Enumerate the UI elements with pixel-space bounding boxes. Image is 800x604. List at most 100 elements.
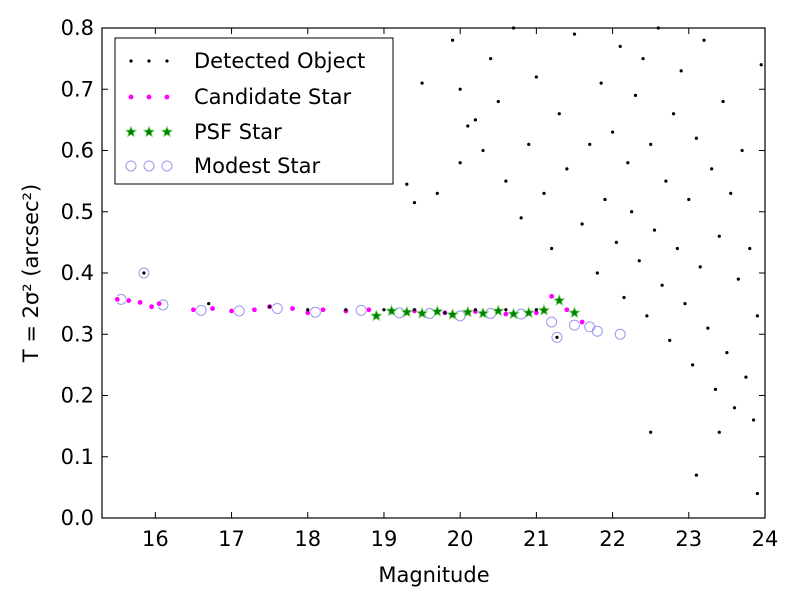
detected-object-point xyxy=(630,210,634,214)
detected-object-point xyxy=(668,338,672,342)
candidate-star-point xyxy=(114,296,121,303)
psf-star-point xyxy=(553,294,566,306)
x-tick-label: 23 xyxy=(675,527,702,551)
modest-star-point xyxy=(568,319,580,331)
detected-object-point xyxy=(687,197,691,202)
detected-object-point xyxy=(527,142,531,146)
candidate-star-point xyxy=(289,305,296,312)
detected-object-point xyxy=(736,277,740,281)
candidate-star-point xyxy=(251,306,258,313)
x-tick-label: 20 xyxy=(447,527,474,551)
candidate-star-point xyxy=(563,306,571,313)
detected-object-point xyxy=(748,246,752,251)
y-tick-label: 0.4 xyxy=(61,261,94,285)
detected-object-point xyxy=(721,99,725,104)
modest-star-point xyxy=(591,325,603,337)
detected-object-point xyxy=(344,308,348,312)
detected-object-point xyxy=(504,308,508,312)
legend-marker-candidate-star xyxy=(145,93,153,101)
series-detected-object xyxy=(142,26,763,496)
detected-object-point xyxy=(679,69,683,73)
psf-star-point xyxy=(537,303,551,316)
detected-object-point xyxy=(268,305,272,309)
modest-star-point xyxy=(546,316,558,328)
y-tick-label: 0.6 xyxy=(61,139,94,163)
x-tick-label: 18 xyxy=(294,527,321,551)
legend-marker-detected-object xyxy=(147,59,151,63)
detected-object-point xyxy=(641,57,645,61)
psf-star-point xyxy=(400,305,414,318)
detected-object-point xyxy=(706,326,710,330)
detected-object-point xyxy=(420,81,424,85)
detected-object-point xyxy=(694,136,699,140)
legend-label-modest-star: Modest Star xyxy=(194,154,320,178)
psf-star-point xyxy=(431,305,444,317)
detected-object-point xyxy=(751,418,756,422)
detected-object-point xyxy=(717,430,721,434)
detected-object-point xyxy=(565,167,569,171)
y-tick-label: 0.8 xyxy=(61,16,94,40)
detected-object-point xyxy=(306,308,310,312)
candidate-star-point xyxy=(125,297,132,304)
detected-object-point xyxy=(142,271,146,275)
detected-object-point xyxy=(504,179,508,183)
detected-object-point xyxy=(759,63,763,67)
detected-object-point xyxy=(732,406,737,410)
detected-object-point xyxy=(443,311,447,315)
candidate-star-point xyxy=(148,303,155,310)
detected-object-point xyxy=(603,197,607,202)
detected-object-point xyxy=(725,351,729,355)
psf-star-point xyxy=(476,306,490,319)
psf-star-point xyxy=(385,304,398,317)
candidate-star-point xyxy=(319,306,327,313)
detected-object-point xyxy=(435,191,439,195)
legend-marker-candidate-star xyxy=(163,93,171,101)
candidate-star-point xyxy=(190,306,197,313)
modest-star-point xyxy=(551,331,563,343)
legend-marker-modest-star xyxy=(143,160,155,172)
y-tick-label: 0.0 xyxy=(61,506,94,530)
detected-object-point xyxy=(557,112,561,116)
detected-object-point xyxy=(649,430,653,434)
detected-object-point xyxy=(519,216,523,220)
detected-object-point xyxy=(755,314,759,318)
detected-object-point xyxy=(489,57,493,61)
detected-object-point xyxy=(717,234,721,238)
detected-object-point xyxy=(473,308,478,312)
detected-object-point xyxy=(458,161,462,165)
detected-object-point xyxy=(702,38,706,42)
detected-object-point xyxy=(637,259,641,263)
detected-object-point xyxy=(481,148,485,153)
detected-object-point xyxy=(694,473,699,477)
candidate-star-point xyxy=(228,307,235,315)
x-tick-label: 21 xyxy=(523,527,550,551)
detected-object-point xyxy=(555,335,559,339)
y-tick-label: 0.5 xyxy=(61,200,94,224)
detected-object-point xyxy=(412,200,417,205)
detected-object-point xyxy=(599,81,603,85)
detected-object-point xyxy=(740,148,744,153)
detected-object-point xyxy=(534,75,538,79)
candidate-star-point xyxy=(578,318,586,326)
detected-object-point xyxy=(675,246,679,251)
x-tick-label: 16 xyxy=(142,527,169,551)
legend-marker-psf-star xyxy=(160,125,174,138)
y-tick-label: 0.3 xyxy=(61,322,94,346)
detected-object-point xyxy=(542,191,546,195)
detected-object-point xyxy=(466,124,470,128)
legend-box xyxy=(114,37,394,185)
detected-object-point xyxy=(729,191,733,195)
y-axis-label: T = 2σ² (arcsec²) xyxy=(19,184,43,363)
legend-label-candidate-star: Candidate Star xyxy=(194,85,351,109)
detected-object-point xyxy=(580,222,584,226)
detected-object-point xyxy=(450,38,455,42)
psf-star-point xyxy=(370,309,383,322)
psf-star-point xyxy=(415,306,429,319)
detected-object-point xyxy=(710,167,714,171)
candidate-star-point xyxy=(209,305,216,312)
detected-object-point xyxy=(755,491,759,496)
candidate-star-point xyxy=(155,300,163,307)
axis-ticks: 16 17 18 19 20 21 22 23 24 0.0 0.1 0.2 0.3 0.4 0.5 0.6 0… xyxy=(61,16,779,551)
detected-object-point xyxy=(207,302,211,306)
